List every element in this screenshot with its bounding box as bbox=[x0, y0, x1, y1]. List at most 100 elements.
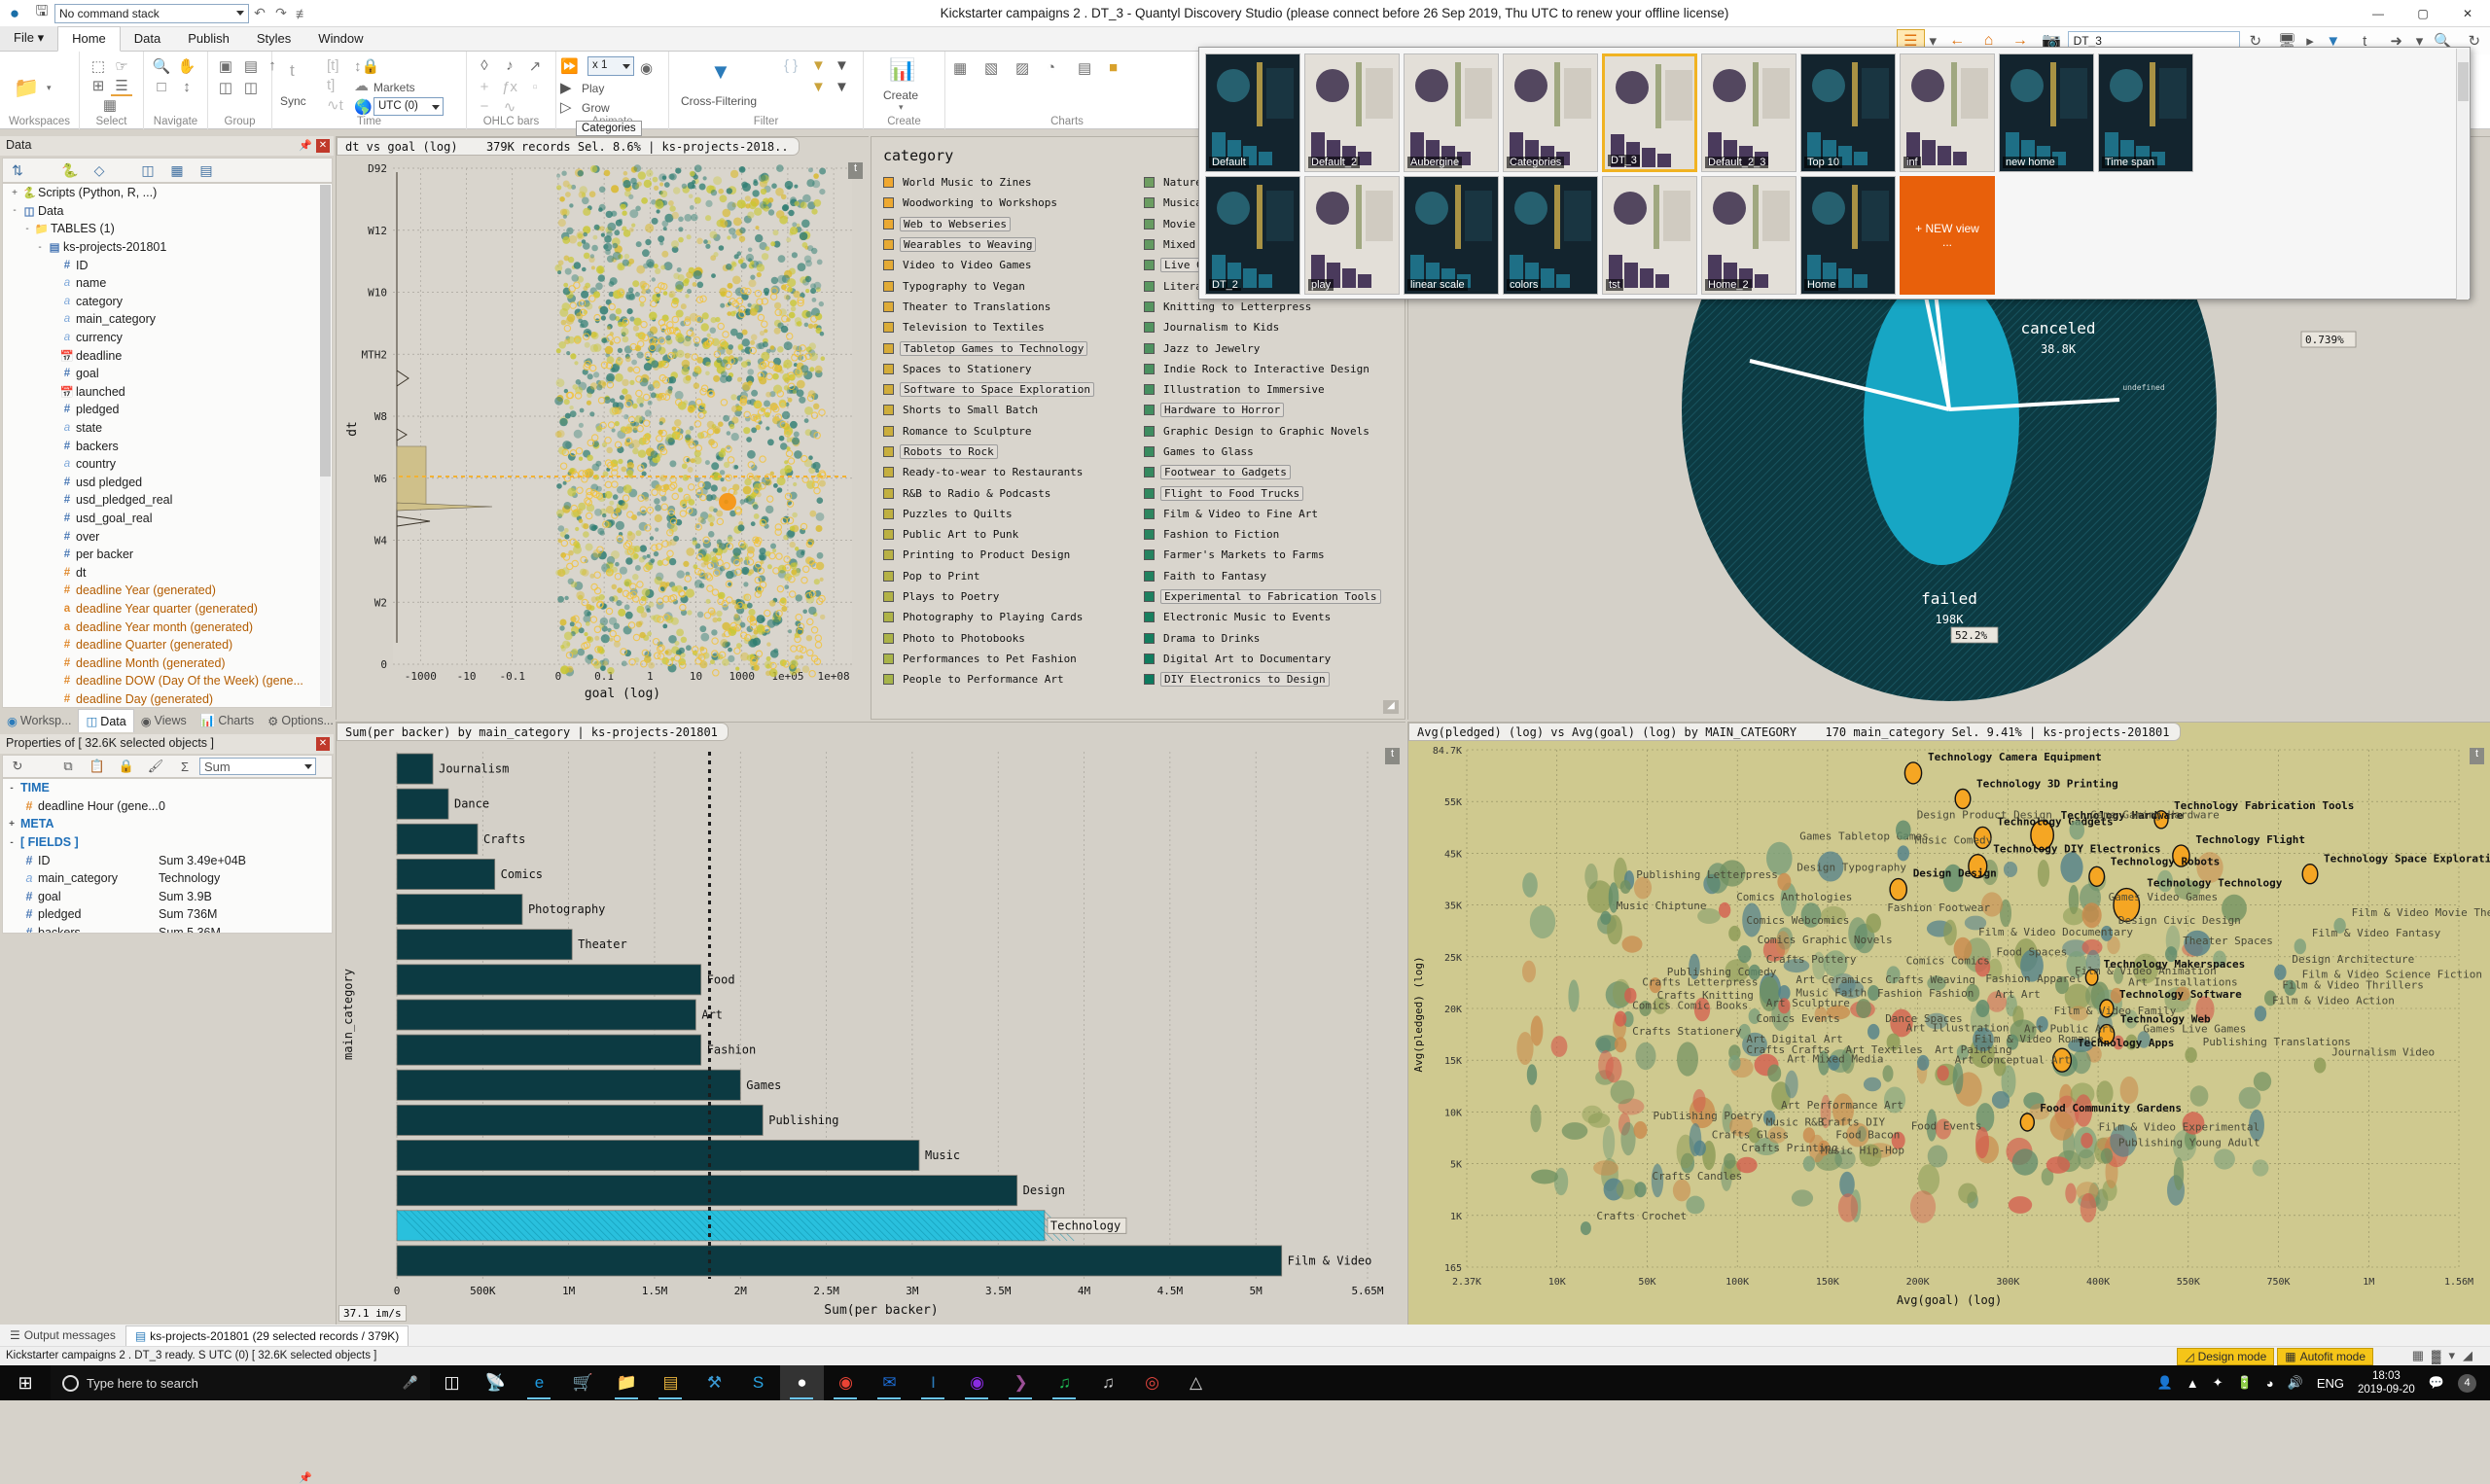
tab-ks-projects-table[interactable]: ▤ ks-projects-201801 (29 selected record… bbox=[124, 1325, 409, 1346]
tree-node-deadline-year-quarter-generate[interactable]: a deadline Year quarter (generated) bbox=[3, 600, 332, 618]
legend-item[interactable]: People to Performance Art bbox=[883, 669, 1094, 689]
menu-item-data[interactable]: Data bbox=[133, 31, 161, 46]
properties-row[interactable]: # pledged Sum 736M bbox=[3, 905, 332, 924]
ohlc-w-icon[interactable]: ▫ bbox=[532, 79, 538, 95]
refresh-icon[interactable]: ↻ bbox=[2249, 33, 2262, 50]
chart-scatter-icon[interactable]: ▦ bbox=[953, 60, 968, 77]
chart-avg-pledged-vs-goal[interactable]: Avg(pledged) (log) vs Avg(goal) (log) by… bbox=[1407, 722, 2490, 1325]
forward-arrow-icon[interactable]: → bbox=[2011, 32, 2028, 49]
tree-node-deadline-dow-day-of-the-week-g[interactable]: # deadline DOW (Day Of the Week) (gene... bbox=[3, 672, 332, 690]
legend-item[interactable]: Typography to Vegan bbox=[883, 275, 1094, 296]
tab-output-messages[interactable]: ☰ Output messages bbox=[0, 1325, 125, 1346]
overflow-icon[interactable]: ≢ bbox=[296, 5, 309, 21]
legend-item[interactable]: Photo to Photobooks bbox=[883, 628, 1094, 649]
app-icon-excel[interactable]: ▤ bbox=[649, 1365, 693, 1400]
ohlc-wave-icon[interactable]: ∿ bbox=[503, 99, 516, 116]
tree-expander[interactable]: - bbox=[38, 241, 42, 253]
filter-less-icon[interactable]: ▼ bbox=[835, 57, 849, 74]
redo-icon[interactable]: ↷ bbox=[275, 5, 287, 20]
legend-item[interactable]: Digital Art to Documentary bbox=[1144, 649, 1381, 669]
paste-icon[interactable]: 📋 bbox=[89, 759, 106, 773]
undo-icon[interactable]: ↶ bbox=[254, 5, 266, 20]
properties-section[interactable]: -[ FIELDS ] bbox=[3, 833, 332, 852]
section-expander[interactable]: + bbox=[9, 818, 15, 830]
camera-icon[interactable]: 📷 bbox=[2042, 33, 2062, 50]
group-columns-icon[interactable]: ◫ bbox=[218, 80, 233, 96]
time-bracket-icon[interactable]: [t] bbox=[327, 57, 339, 74]
chart-line-icon[interactable]: ▨ bbox=[1015, 60, 1030, 77]
python-icon[interactable]: 🐍 bbox=[61, 161, 79, 178]
cross-filtering-label[interactable]: Cross-Filtering bbox=[681, 94, 758, 108]
legend-item[interactable]: Drama to Drinks bbox=[1144, 628, 1381, 649]
lock-time-icon[interactable]: ↕🔒 bbox=[354, 58, 380, 75]
home-icon[interactable]: ⌂ bbox=[1983, 32, 1994, 49]
language-indicator[interactable]: ENG bbox=[2316, 1375, 2344, 1391]
presentation-icon[interactable]: 🖥 bbox=[2277, 33, 2296, 50]
group-merge-icon[interactable]: ▤ bbox=[243, 58, 259, 75]
text-tool-badge[interactable]: t bbox=[848, 162, 863, 179]
view-thumbnail-categories[interactable]: Categories bbox=[1503, 53, 1598, 172]
filter-lock-icon[interactable]: ▼ bbox=[811, 57, 826, 74]
tree-node-dt[interactable]: # dt bbox=[3, 563, 332, 582]
app-icon-edge[interactable]: e bbox=[517, 1365, 561, 1400]
view-thumbnail-default-2-3[interactable]: Default_2_3 bbox=[1701, 53, 1796, 172]
close-icon[interactable]: ✕ bbox=[316, 139, 330, 153]
back-arrow-icon[interactable]: ← bbox=[1949, 32, 1966, 49]
group-split-icon[interactable]: ▣ bbox=[218, 58, 233, 75]
text-tool-badge[interactable]: t bbox=[1385, 748, 1400, 764]
close-icon[interactable]: ✕ bbox=[316, 737, 330, 751]
tree-node-deadline-year-month-generated-[interactable]: a deadline Year month (generated) bbox=[3, 618, 332, 636]
properties-row[interactable]: # ID Sum 3.49e+04B bbox=[3, 851, 332, 869]
chevron-down-icon[interactable]: ▾ bbox=[899, 102, 904, 112]
legend-item[interactable]: Ready-to-wear to Restaurants bbox=[883, 462, 1094, 482]
time-bracket2-icon[interactable]: t] bbox=[327, 77, 336, 93]
toggle-switch[interactable]: ◉ bbox=[640, 60, 654, 77]
save-icon[interactable]: 🖫 bbox=[35, 3, 49, 19]
tree-node-pledged[interactable]: # pledged bbox=[3, 401, 332, 419]
legend-item[interactable]: Software to Space Exploration bbox=[883, 379, 1095, 400]
tree-scrollbar[interactable] bbox=[320, 185, 331, 706]
close-button[interactable]: ✕ bbox=[2462, 6, 2473, 20]
legend-expand-icon[interactable]: ◢ bbox=[1383, 700, 1399, 714]
legend-item[interactable]: Woodworking to Workshops bbox=[883, 193, 1094, 213]
app-icon-audio[interactable]: ♫ bbox=[1102, 1373, 1115, 1392]
grid-dots-icon[interactable]: ▦ bbox=[170, 161, 184, 178]
legend-item[interactable]: Robots to Rock bbox=[883, 442, 1094, 462]
view-search-input[interactable] bbox=[2067, 30, 2240, 52]
app-icon-outlook[interactable]: ✉ bbox=[868, 1365, 911, 1400]
tree-node-deadline-day-generated-[interactable]: # deadline Day (generated) bbox=[3, 690, 332, 707]
app-icon-quantyl[interactable]: ● bbox=[780, 1365, 824, 1400]
tree-expander[interactable]: - bbox=[25, 223, 29, 234]
legend-item[interactable]: Film & Video to Fine Art bbox=[1144, 504, 1381, 524]
legend-item[interactable]: Jazz to Jewelry bbox=[1144, 337, 1381, 358]
legend-item[interactable]: Graphic Design to Graphic Novels bbox=[1144, 421, 1381, 442]
legend-item[interactable]: Web to Webseries bbox=[883, 214, 1094, 234]
chart-dt-vs-goal[interactable]: dt vs goal (log) 379K records Sel. 8.6% … bbox=[336, 136, 870, 721]
select-cursor-icon[interactable]: ➜ bbox=[2390, 33, 2402, 50]
app-icon-skype[interactable]: S bbox=[752, 1373, 765, 1392]
chevron-down-icon[interactable]: ▾ bbox=[2415, 33, 2424, 50]
tree-node-state[interactable]: a state bbox=[3, 419, 332, 438]
view-thumbnail-colors[interactable]: colors bbox=[1503, 176, 1598, 295]
tree-node-goal[interactable]: # goal bbox=[3, 365, 332, 383]
legend-item[interactable]: Fashion to Fiction bbox=[1144, 524, 1381, 545]
menu-item-file[interactable]: File ▾ bbox=[0, 26, 58, 51]
copy-icon[interactable]: ⧉ bbox=[63, 759, 73, 773]
view-thumbnail-aubergine[interactable]: Aubergine bbox=[1404, 53, 1499, 172]
view-thumbnail-new-home[interactable]: new home bbox=[1999, 53, 2094, 172]
volume-icon[interactable]: 🔊 bbox=[2287, 1375, 2303, 1390]
view-thumbnail-time-span[interactable]: Time span bbox=[2098, 53, 2193, 172]
pan-hand-icon[interactable]: ✋ bbox=[177, 58, 196, 75]
tab-charts[interactable]: 📊 Charts bbox=[199, 713, 255, 728]
tree-node-deadline-year-generated-[interactable]: # deadline Year (generated) bbox=[3, 582, 332, 600]
taskbar-search[interactable]: Type here to search 🎤 bbox=[51, 1365, 430, 1400]
play-label[interactable]: Play bbox=[582, 82, 605, 95]
play-icon[interactable]: ▶ bbox=[560, 80, 572, 96]
select-grid-icon[interactable]: ▦ bbox=[102, 97, 118, 114]
properties-row[interactable]: # deadline Hour (gene... 0 bbox=[3, 797, 332, 816]
chevron-down-icon[interactable]: ▾ bbox=[1929, 33, 1938, 50]
legend-item[interactable]: Games to Glass bbox=[1144, 442, 1381, 462]
view-thumbnail-linear-scale[interactable]: linear scale bbox=[1404, 176, 1499, 295]
view-thumbnail-default-2[interactable]: Default_2 bbox=[1304, 53, 1400, 172]
properties-row[interactable]: a main_category Technology bbox=[3, 869, 332, 888]
